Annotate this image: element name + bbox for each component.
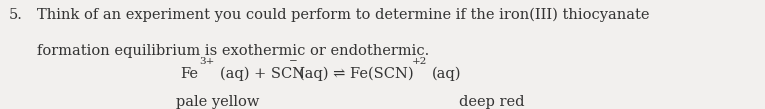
Text: −: − [288, 57, 297, 66]
Text: Fe: Fe [180, 67, 198, 82]
Text: 3+: 3+ [200, 57, 215, 66]
Text: +2: +2 [412, 57, 428, 66]
Text: (aq) + SCN: (aq) + SCN [220, 67, 304, 82]
Text: formation equilibrium is exothermic or endothermic.: formation equilibrium is exothermic or e… [37, 44, 429, 58]
Text: 5.: 5. [9, 8, 23, 22]
Text: pale yellow: pale yellow [176, 95, 259, 109]
Text: (aq) ⇌ Fe(SCN): (aq) ⇌ Fe(SCN) [299, 67, 414, 82]
Text: (aq): (aq) [432, 67, 462, 82]
Text: deep red: deep red [459, 95, 525, 109]
Text: Think of an experiment you could perform to determine if the iron(III) thiocyana: Think of an experiment you could perform… [37, 8, 649, 22]
